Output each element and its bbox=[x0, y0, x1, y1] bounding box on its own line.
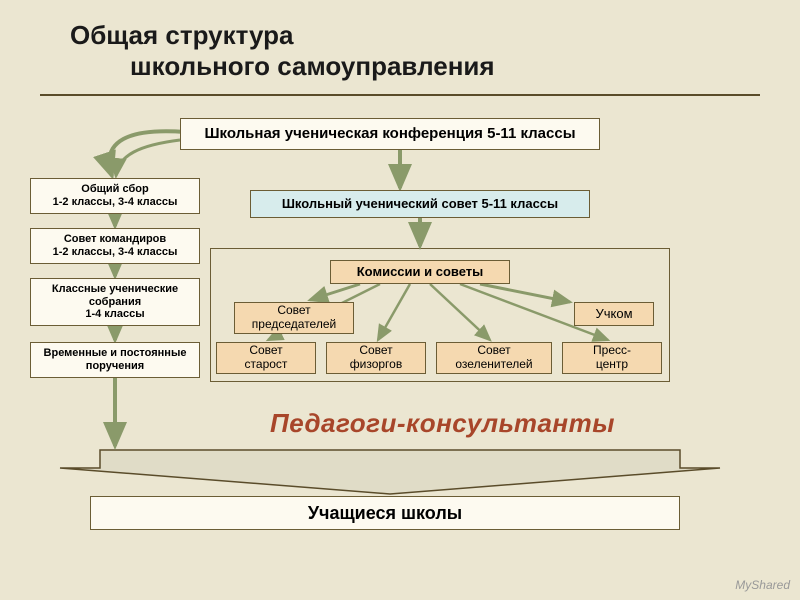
node-sbor: Общий сбор1-2 классы, 3-4 классы bbox=[30, 178, 200, 214]
pedagogi-text: Педагоги-консультанты bbox=[270, 408, 615, 439]
node-klass: Классные ученическиесобрания1-4 классы bbox=[30, 278, 200, 326]
node-vrem: Временные и постоянныепоручения bbox=[30, 342, 200, 378]
node-preds: Советпредседателей bbox=[234, 302, 354, 334]
watermark: MyShared bbox=[735, 578, 790, 592]
node-fizorg: Советфизоргов bbox=[326, 342, 426, 374]
node-komand: Совет командиров1-2 классы, 3-4 классы bbox=[30, 228, 200, 264]
title-line-2: школьного самоуправления bbox=[70, 51, 495, 82]
node-ozel: Советозеленителей bbox=[436, 342, 552, 374]
title-line-1: Общая структура bbox=[70, 20, 495, 51]
node-uchash: Учащиеся школы bbox=[90, 496, 680, 530]
node-conf: Школьная ученическая конференция 5-11 кл… bbox=[180, 118, 600, 150]
node-starost: Советстарост bbox=[216, 342, 316, 374]
node-komis: Комиссии и советы bbox=[330, 260, 510, 284]
node-uchkom: Учком bbox=[574, 302, 654, 326]
title-underline bbox=[40, 94, 760, 96]
slide-title: Общая структура школьного самоуправления bbox=[70, 20, 495, 82]
node-sovet: Школьный ученический совет 5-11 классы bbox=[250, 190, 590, 218]
node-press: Пресс-центр bbox=[562, 342, 662, 374]
